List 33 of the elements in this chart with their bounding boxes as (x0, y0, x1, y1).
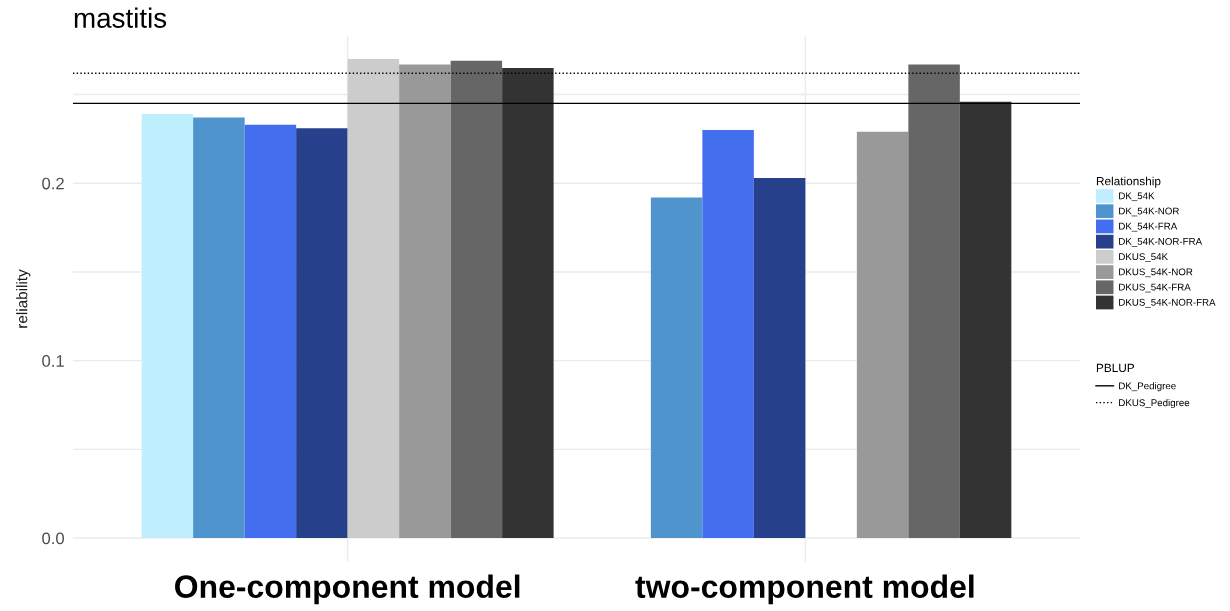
bar (141, 114, 194, 539)
legend-label: DK_54K-NOR (1119, 207, 1179, 217)
y-axis-title: reliability (16, 269, 31, 328)
bar (502, 67, 554, 539)
bar (347, 59, 400, 539)
legend-label: DKUS_Pedigree (1119, 399, 1190, 409)
bar (650, 197, 703, 539)
legend-label: DKUS_54K-NOR (1119, 268, 1193, 278)
y-tick-label: 0.1 (42, 355, 64, 367)
bar (450, 60, 503, 539)
y-tick-label: 0.0 (42, 532, 65, 545)
bar (959, 101, 1012, 539)
legend-label: DK_54K (1119, 192, 1155, 202)
legend-label: DKUS_54K-FRA (1119, 283, 1191, 293)
legend-label: DK_54K-FRA (1119, 222, 1178, 232)
legend-label: DK_Pedigree (1119, 382, 1176, 392)
bar (399, 64, 451, 539)
bar (753, 177, 806, 539)
chart-title: mastitis (74, 7, 167, 28)
legend-label: DKUS_54K (1119, 253, 1168, 262)
bar (702, 130, 754, 539)
x-tick-label: One-component model (175, 574, 520, 605)
bar (908, 64, 960, 539)
text: PBLUP (1096, 363, 1135, 373)
bar (244, 124, 297, 539)
bar (856, 131, 909, 539)
bar (296, 128, 348, 539)
legend-title: Relationship (1096, 176, 1161, 188)
legend-label: DK_54K-NOR-FRA (1119, 237, 1203, 247)
y-tick-label: 0.2 (42, 177, 64, 190)
legend-label: DKUS_54K-NOR-FRA (1119, 298, 1216, 308)
bar (193, 117, 245, 539)
x-tick-label: two-component model (635, 574, 974, 605)
